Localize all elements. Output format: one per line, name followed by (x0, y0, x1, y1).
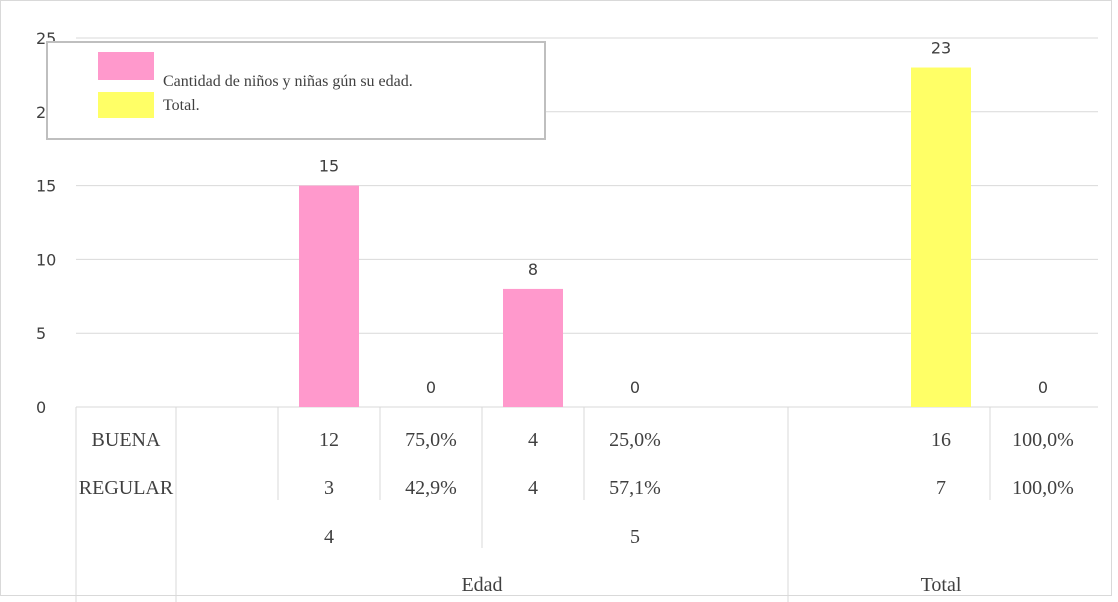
table-cell: 7 (936, 477, 946, 499)
table-row-label: REGULAR (79, 477, 174, 499)
data-label: 0 (630, 378, 640, 397)
bar (503, 288, 563, 407)
table-cell: 100,0% (1012, 429, 1074, 451)
y-tick-label: 10 (36, 250, 56, 269)
table-cell: 100,0% (1012, 477, 1074, 499)
table-cell: 3 (324, 477, 334, 499)
category-group-label: Edad (461, 574, 502, 596)
bar (911, 67, 971, 408)
table-cell: 4 (528, 429, 538, 451)
table-cell: 57,1% (609, 477, 661, 499)
legend-label: Cantidad de niños y niñas gún su edad. (163, 73, 413, 90)
table-cell: 42,9% (405, 477, 457, 499)
category-label: 5 (630, 526, 640, 548)
category-label: 4 (324, 526, 334, 548)
table-cell: 25,0% (609, 429, 661, 451)
data-label: 0 (426, 378, 436, 397)
table-cell: 75,0% (405, 429, 457, 451)
table-row-label: BUENA (92, 429, 161, 451)
data-label: 15 (319, 157, 339, 176)
data-label: 23 (931, 39, 951, 58)
legend-swatch (98, 52, 154, 80)
y-tick-label: 0 (36, 398, 46, 417)
table-cell: 12 (319, 429, 339, 451)
y-tick-label: 15 (36, 177, 56, 196)
legend-swatch (98, 92, 154, 118)
table-cell: 4 (528, 477, 538, 499)
y-tick-label: 5 (36, 324, 46, 343)
data-label: 0 (1038, 378, 1048, 397)
data-label: 8 (528, 260, 538, 279)
category-group-label: Total (921, 574, 962, 596)
legend-label: Total. (163, 97, 200, 114)
table-cell: 16 (931, 429, 951, 451)
bar (299, 185, 359, 407)
